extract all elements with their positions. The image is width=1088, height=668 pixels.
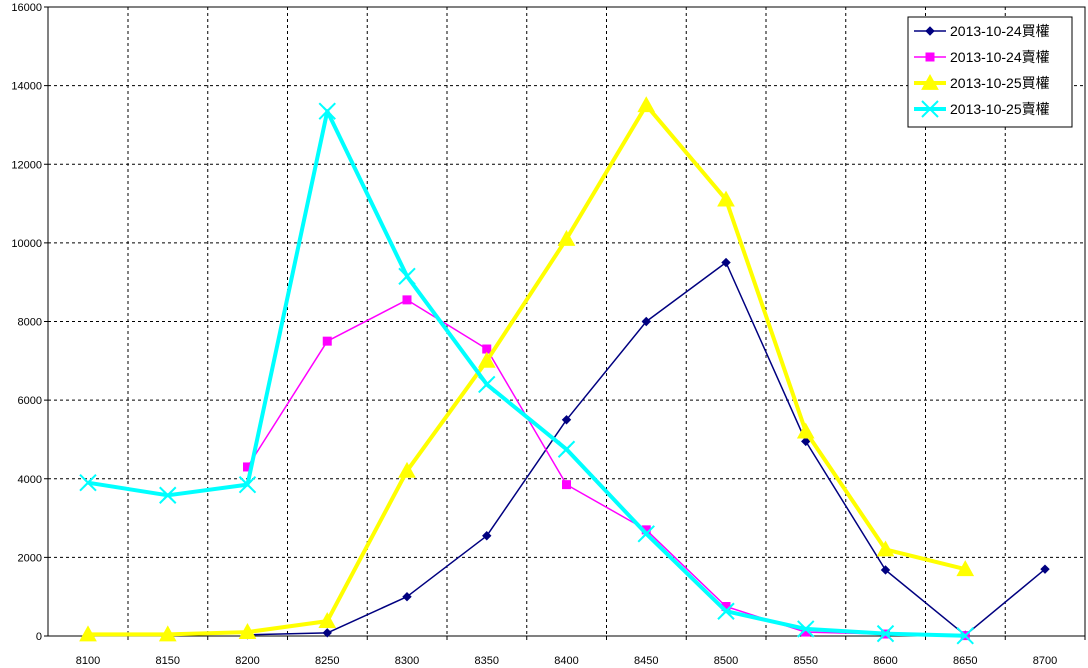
legend-label: 2013-10-24賣權 xyxy=(950,49,1050,65)
x-marker xyxy=(717,602,735,620)
diamond-marker xyxy=(641,316,651,327)
triangle-marker xyxy=(238,623,257,639)
series-line xyxy=(88,103,966,637)
x-tick-label: 8700 xyxy=(1033,655,1057,667)
legend-label: 2013-10-25買權 xyxy=(950,75,1050,91)
triangle-marker xyxy=(79,625,97,642)
y-tick-label: 16000 xyxy=(11,2,42,14)
x-tick-label: 8550 xyxy=(794,655,818,667)
legend-item: 2013-10-25買權 xyxy=(914,73,1050,91)
x-tick-label: 8100 xyxy=(76,655,100,667)
x-tick-label: 8500 xyxy=(714,655,738,667)
x-tick-label: 8450 xyxy=(634,655,658,667)
legend: 2013-10-24買權 2013-10-24賣權 2013-10-25買權 2013… xyxy=(907,16,1073,128)
triangle-marker xyxy=(477,351,496,368)
diamond-marker xyxy=(801,436,811,447)
triangle-marker xyxy=(557,229,576,246)
series-group xyxy=(79,96,1050,645)
y-tick-label: 12000 xyxy=(11,159,42,171)
triangle-marker xyxy=(956,560,975,577)
x-marker xyxy=(637,525,655,543)
x-marker xyxy=(238,475,257,494)
square-marker xyxy=(925,52,935,62)
x-marker xyxy=(876,624,895,643)
series-line xyxy=(87,109,966,638)
x-marker xyxy=(478,375,496,394)
series-4 xyxy=(79,102,974,645)
diamond-marker xyxy=(925,26,935,36)
diamond-marker xyxy=(482,531,492,541)
x-marker xyxy=(956,627,974,645)
diamond-marker xyxy=(402,591,412,602)
legend-label: 2013-10-25賣權 xyxy=(950,101,1050,117)
x-tick-label: 8650 xyxy=(953,655,977,667)
diamond-marker xyxy=(880,565,891,575)
series-3 xyxy=(79,96,975,642)
diamond-marker xyxy=(561,415,572,425)
legend-item: 2013-10-25賣權 xyxy=(914,100,1050,118)
x-marker xyxy=(557,440,576,458)
diamond-marker xyxy=(721,257,731,268)
triangle-marker xyxy=(318,612,337,628)
y-tick-label: 8000 xyxy=(18,317,42,329)
triangle-marker xyxy=(921,73,939,90)
y-tick-label: 6000 xyxy=(18,395,42,407)
square-marker xyxy=(402,295,412,305)
triangle-marker xyxy=(796,422,815,439)
y-tick-label: 0 xyxy=(36,631,42,643)
legend-label: 2013-10-24買權 xyxy=(950,23,1050,39)
y-tick-label: 2000 xyxy=(18,552,42,564)
triangle-marker xyxy=(876,540,895,557)
x-marker xyxy=(159,486,177,504)
x-tick-label: 8250 xyxy=(315,655,339,667)
x-marker xyxy=(398,267,416,285)
diamond-marker xyxy=(1040,564,1050,574)
triangle-marker xyxy=(398,461,416,478)
legend-item: 2013-10-24賣權 xyxy=(914,49,1050,65)
y-tick-label: 10000 xyxy=(11,238,42,250)
x-tick-label: 8350 xyxy=(475,655,499,667)
x-marker xyxy=(921,100,939,118)
triangle-marker xyxy=(637,96,656,113)
triangle-marker xyxy=(158,625,177,642)
triangle-marker xyxy=(717,190,735,207)
diamond-marker xyxy=(322,628,332,638)
y-tick-label: 4000 xyxy=(18,474,42,486)
x-tick-label: 8400 xyxy=(554,655,578,667)
x-marker xyxy=(79,473,97,492)
x-tick-label: 8300 xyxy=(395,655,419,667)
x-tick-label: 8600 xyxy=(873,655,897,667)
square-marker xyxy=(322,336,332,346)
x-tick-label: 8200 xyxy=(235,655,259,667)
x-marker xyxy=(318,102,336,120)
legend-item: 2013-10-24買權 xyxy=(914,23,1050,39)
x-tick-label: 8150 xyxy=(156,655,180,667)
y-axis-ticks: 0 2000 4000 6000 8000 10000 12000 14000 16000 xyxy=(11,2,48,643)
x-marker xyxy=(797,620,815,638)
y-tick-label: 14000 xyxy=(11,81,42,93)
square-marker xyxy=(562,480,571,490)
x-axis-ticks: 8100 8150 8200 8250 8300 8350 8400 8450 8500 8550… xyxy=(76,636,1086,667)
